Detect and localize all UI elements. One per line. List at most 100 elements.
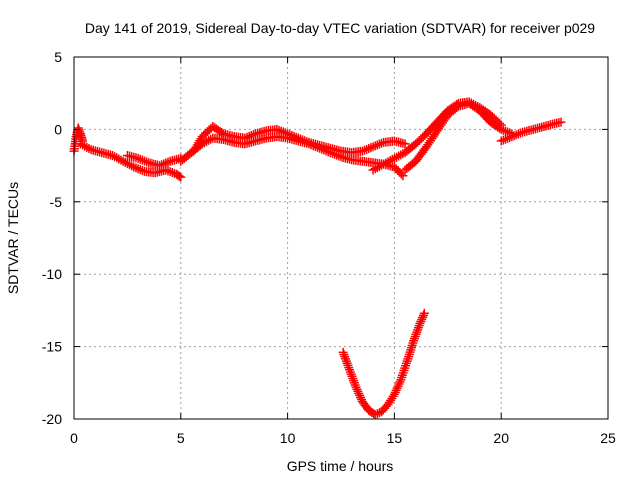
data-point [498, 125, 508, 135]
data-point [500, 134, 510, 144]
data-point [135, 165, 145, 175]
data-point [84, 144, 94, 154]
data-point [507, 132, 517, 142]
data-point [131, 163, 141, 173]
data-point [291, 132, 301, 142]
y-tick-label: 5 [54, 49, 62, 65]
data-point [174, 171, 184, 181]
data-point [163, 157, 173, 167]
data-point [287, 130, 297, 140]
x-tick-label: 25 [600, 430, 616, 446]
grid [74, 57, 608, 419]
data-point [283, 129, 293, 139]
data-point [352, 384, 362, 394]
data-point [129, 162, 139, 172]
y-tick-label: -15 [42, 339, 62, 355]
data-point [374, 139, 384, 149]
data-point [293, 133, 303, 143]
data-point [280, 128, 290, 138]
data-point [411, 329, 421, 339]
data-point [349, 376, 359, 386]
data-point [389, 389, 399, 399]
x-tick-label: 15 [387, 430, 403, 446]
data-point [302, 137, 312, 147]
data-point [350, 380, 360, 390]
data-point [142, 157, 152, 167]
data-point [345, 365, 355, 375]
data-point [340, 352, 350, 362]
data-point [415, 318, 425, 328]
x-tick-label: 5 [177, 430, 185, 446]
data-point [135, 154, 145, 164]
data-point [372, 140, 382, 150]
series-arc-h [496, 117, 566, 146]
data-point [496, 124, 506, 134]
data-point [133, 153, 143, 163]
data-point [341, 356, 351, 366]
data-point [165, 167, 175, 177]
data-point [285, 130, 295, 140]
data-point [398, 171, 408, 181]
data-point [370, 141, 380, 151]
data-point [393, 381, 403, 391]
data-point [246, 130, 256, 140]
data-point [370, 410, 380, 420]
data-point [509, 131, 519, 141]
y-tick-label: -20 [42, 411, 62, 427]
data-point [217, 128, 227, 138]
data-point [356, 395, 366, 405]
data-point [278, 127, 288, 137]
y-axis-label: SDTVAR / TECUs [5, 182, 21, 294]
data-point [556, 117, 566, 127]
data-point [244, 131, 254, 141]
x-tick-labels: 0 5 10 15 20 25 [70, 430, 616, 446]
data-point [348, 373, 358, 383]
data-point [500, 126, 510, 136]
data-point [344, 363, 354, 373]
data-point [409, 334, 419, 344]
data-point [127, 161, 137, 171]
data-point [412, 327, 422, 337]
y-tick-label: 0 [54, 121, 62, 137]
series-arc-b [75, 139, 186, 182]
data-point [503, 133, 513, 143]
data-point [338, 347, 348, 357]
data-point [355, 390, 365, 400]
data-point [133, 164, 143, 174]
data-point [157, 160, 167, 170]
data-point [452, 103, 462, 113]
data-point [364, 144, 374, 154]
data-point [498, 135, 508, 145]
data-point [505, 133, 515, 143]
data-point [395, 377, 405, 387]
data-point [515, 128, 525, 138]
y-tick-labels: -20 -15 -10 -5 0 5 [42, 49, 62, 427]
data-point [418, 312, 428, 322]
data-point [413, 325, 423, 335]
data-point [388, 391, 398, 401]
x-tick-label: 10 [280, 430, 296, 446]
data-point [377, 138, 387, 148]
data-point [161, 158, 171, 168]
ticks [73, 56, 609, 420]
data-point [300, 136, 310, 146]
data-point [366, 143, 376, 153]
data-point [396, 169, 406, 179]
data-point [394, 379, 404, 389]
data-point [496, 136, 506, 146]
data-point [298, 135, 308, 145]
data-point [339, 350, 349, 360]
data-point [414, 321, 424, 331]
data-point [167, 168, 177, 178]
data-point [359, 145, 369, 155]
data-point [276, 126, 286, 136]
data-point [240, 133, 250, 143]
data-point [354, 388, 364, 398]
data-point [341, 354, 351, 364]
data-point [419, 308, 429, 318]
data-point [274, 125, 284, 135]
data-point [418, 310, 428, 320]
x-tick-label: 0 [70, 430, 78, 446]
